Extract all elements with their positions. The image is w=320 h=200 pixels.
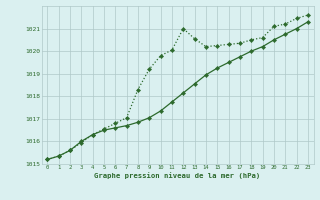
X-axis label: Graphe pression niveau de la mer (hPa): Graphe pression niveau de la mer (hPa) <box>94 172 261 179</box>
